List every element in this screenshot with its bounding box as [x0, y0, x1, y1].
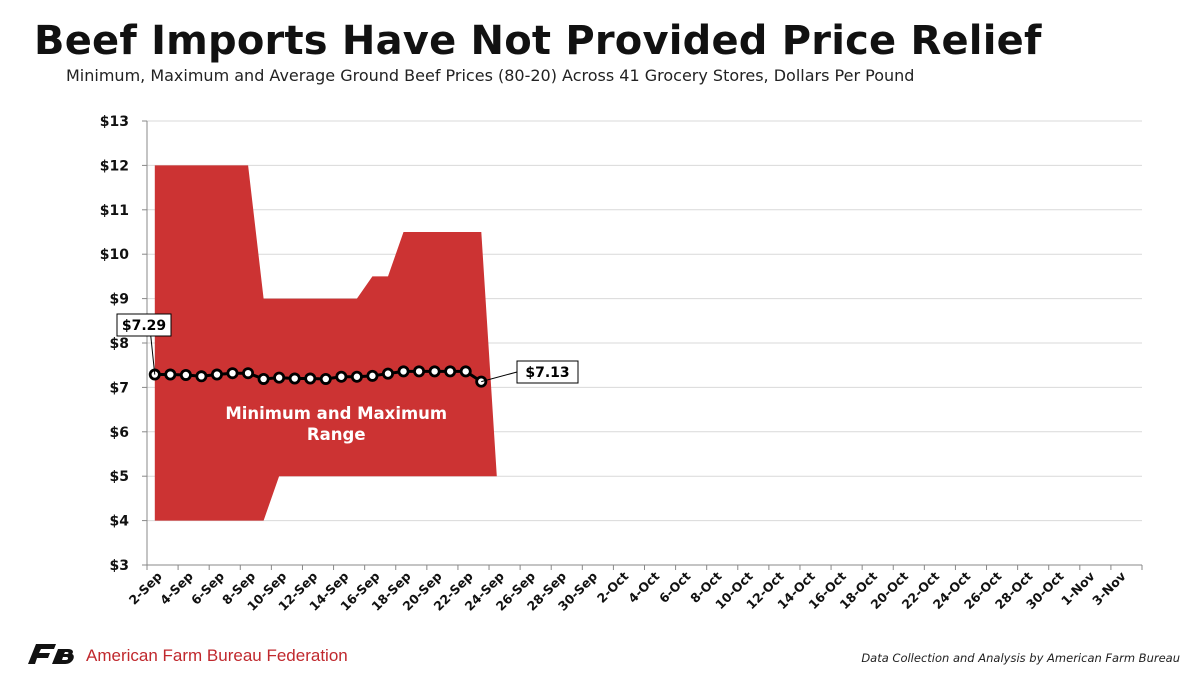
average-series [148, 365, 488, 388]
average-point [179, 368, 192, 381]
farm-bureau-logo-icon [28, 644, 74, 664]
x-tick-label: 6-Oct [656, 569, 693, 606]
chart-subtitle: Minimum, Maximum and Average Ground Beef… [66, 66, 915, 85]
average-point [273, 371, 286, 384]
average-point [397, 365, 410, 378]
y-tick-label: $6 [110, 425, 129, 441]
average-point [288, 372, 301, 385]
average-point [335, 370, 348, 383]
range-label-line: Range [307, 425, 366, 444]
y-tick-label: $5 [110, 469, 129, 485]
chart-title: Beef Imports Have Not Provided Price Rel… [34, 18, 1042, 64]
axes [142, 120, 1143, 570]
callout-label: $7.13 [525, 365, 569, 381]
average-point [428, 365, 441, 378]
x-tick-label: 3-Nov [1089, 569, 1129, 609]
y-tick-label: $10 [100, 247, 129, 263]
y-tick-labels: $3 $4 $5 $6 $7 $8 $9 $10 $11 $12 $13 [100, 114, 129, 574]
y-tick-label: $9 [110, 292, 129, 308]
average-point [366, 369, 379, 382]
x-tick-label: 4-Sep [157, 568, 196, 607]
callout-leader [481, 371, 518, 383]
source-note: Data Collection and Analysis by American… [861, 651, 1180, 665]
average-point [257, 372, 270, 385]
callout-label: $7.29 [122, 318, 166, 334]
x-tick-label: 1-Nov [1058, 569, 1098, 609]
x-tick-labels: 2-Sep4-Sep6-Sep8-Sep10-Sep12-Sep14-Sep16… [126, 568, 1129, 613]
y-tick-label: $13 [100, 114, 129, 130]
average-point [226, 367, 239, 380]
average-point [304, 372, 317, 385]
average-point [319, 372, 332, 385]
x-tick-label: 2-Sep [126, 568, 165, 607]
y-tick-label: $8 [110, 336, 129, 352]
average-point [210, 368, 223, 381]
organization-name: American Farm Bureau Federation [86, 646, 348, 665]
average-point [242, 367, 255, 380]
range-label-line: Minimum and Maximum [225, 404, 447, 423]
annotations: $7.29 $7.13 [116, 313, 579, 384]
callout-box [516, 360, 579, 384]
average-point [195, 370, 208, 383]
x-tick-label: 2-Oct [594, 569, 631, 606]
average-point [350, 370, 363, 383]
callout-leader [150, 335, 156, 375]
average-line [154, 369, 483, 383]
chart-area: Minimum and Maximum Range $3$4$5$6$7$8$9$… [100, 114, 1143, 614]
y-tick-label: $11 [100, 203, 129, 219]
y-tick-label: $7 [110, 380, 129, 396]
range-area: Minimum and Maximum Range [154, 165, 497, 521]
min-max-range-area [154, 165, 497, 521]
average-point [459, 365, 472, 378]
callout-box [116, 313, 172, 337]
y-tick-label: $3 [110, 558, 129, 574]
average-point [164, 368, 177, 381]
x-tick-label: 6-Sep [188, 568, 227, 607]
average-point [413, 365, 426, 378]
range-label: Minimum and Maximum Range [225, 404, 447, 444]
average-point [381, 367, 394, 380]
x-tick-label: 4-Oct [625, 569, 662, 606]
y-tick-label: $4 [110, 514, 130, 530]
y-tick-label: $12 [100, 158, 129, 174]
average-point [444, 365, 457, 378]
